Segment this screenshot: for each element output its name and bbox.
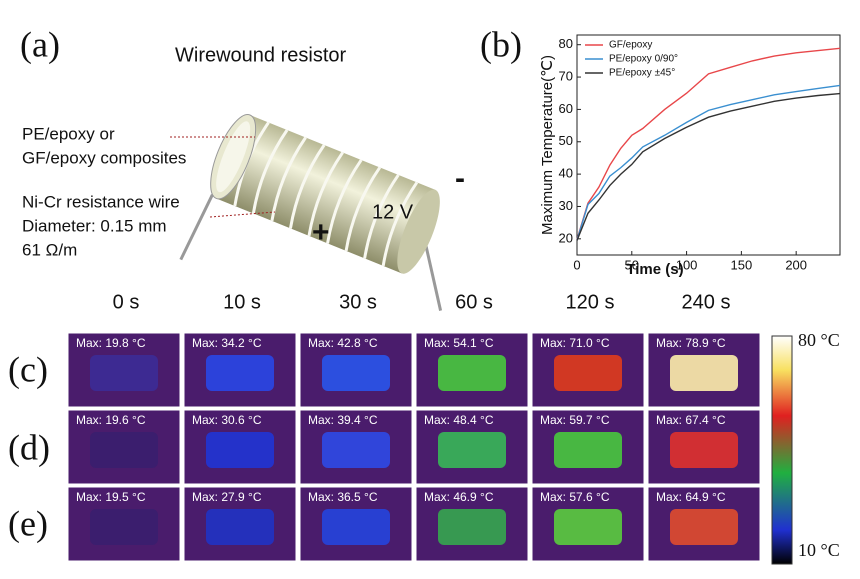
heated-resistor [554,355,622,391]
time-header: 0 s [113,291,140,313]
x-tick-label: 100 [676,257,698,272]
max-temp-label: Max: 39.4 °C [308,413,378,427]
max-temp-label: Max: 27.9 °C [192,490,262,504]
heated-resistor [554,509,622,545]
heated-resistor [322,432,390,468]
max-temp-label: Max: 30.6 °C [192,413,262,427]
y-axis-label: Maximum Temperature(℃) [539,55,556,235]
resistor-drawing [179,114,443,311]
heated-resistor [90,509,158,545]
x-tick-label: 200 [785,257,807,272]
max-temp-label: Max: 59.7 °C [540,413,610,427]
heated-resistor [206,432,274,468]
y-tick-label: 40 [559,166,573,181]
label: PE/epoxy or [22,124,115,143]
plot-frame [576,34,841,256]
heated-resistor [438,509,506,545]
heated-resistor [670,355,738,391]
data-line [576,92,841,241]
data-line [576,47,841,240]
voltage-label: 12 V [372,201,414,223]
legend-label: PE/epoxy 0/90° [609,54,678,65]
max-temp-label: Max: 46.9 °C [424,490,494,504]
row-label: (e) [8,503,48,543]
max-temp-label: Max: 36.5 °C [308,490,378,504]
legend-label: GF/epoxy [609,40,652,51]
y-tick-label: 50 [559,133,573,148]
y-tick-label: 60 [559,101,573,116]
label: GF/epoxy composites [22,148,186,167]
heated-resistor [206,509,274,545]
heated-resistor [670,432,738,468]
color-bar [771,335,793,565]
minus-sign: - [455,162,465,195]
scale-min: 10 °C [798,540,840,560]
max-temp-label: Max: 71.0 °C [540,336,610,350]
leader-line [209,211,276,218]
legend-label: PE/epoxy ±45° [609,68,675,79]
y-tick-label: 70 [559,68,573,83]
x-tick-label: 150 [731,257,753,272]
max-temp-label: Max: 42.8 °C [308,336,378,350]
time-header: 60 s [455,291,493,313]
row-label: (d) [8,427,50,467]
heated-resistor [90,432,158,468]
x-tick-label: 0 [573,257,580,272]
max-temp-label: Max: 48.4 °C [424,413,494,427]
heated-resistor [438,355,506,391]
label: Diameter: 0.15 mm [22,216,167,235]
panel-label: (a) [20,24,60,64]
time-header: 30 s [339,291,377,313]
heated-resistor [322,355,390,391]
data-line [576,84,841,241]
time-header: 10 s [223,291,261,313]
heated-resistor [322,509,390,545]
max-temp-label: Max: 67.4 °C [656,413,726,427]
heated-resistor [438,432,506,468]
diagram-title: Wirewound resistor [175,44,347,66]
heated-resistor [90,355,158,391]
time-header: 240 s [682,291,731,313]
row-label: (c) [8,349,48,389]
x-tick-label: 50 [625,257,639,272]
max-temp-label: Max: 78.9 °C [656,336,726,350]
heated-resistor [670,509,738,545]
time-header: 120 s [566,291,615,313]
heated-resistor [554,432,622,468]
plus-sign: + [312,216,330,249]
y-tick-label: 80 [559,36,573,51]
max-temp-label: Max: 19.6 °C [76,413,146,427]
x-axis-label: Time (s) [626,261,683,278]
max-temp-label: Max: 34.2 °C [192,336,262,350]
max-temp-label: Max: 19.8 °C [76,336,146,350]
max-temp-label: Max: 19.5 °C [76,490,146,504]
scale-max: 80 °C [798,330,840,350]
label: 61 Ω/m [22,240,77,259]
heated-resistor [206,355,274,391]
max-temp-label: Max: 64.9 °C [656,490,726,504]
max-temp-label: Max: 57.6 °C [540,490,610,504]
y-tick-label: 20 [559,230,573,245]
y-tick-label: 30 [559,198,573,213]
thermal-image [183,409,297,485]
max-temp-label: Max: 54.1 °C [424,336,494,350]
panel-label: (b) [480,24,522,64]
label: Ni-Cr resistance wire [22,192,180,211]
